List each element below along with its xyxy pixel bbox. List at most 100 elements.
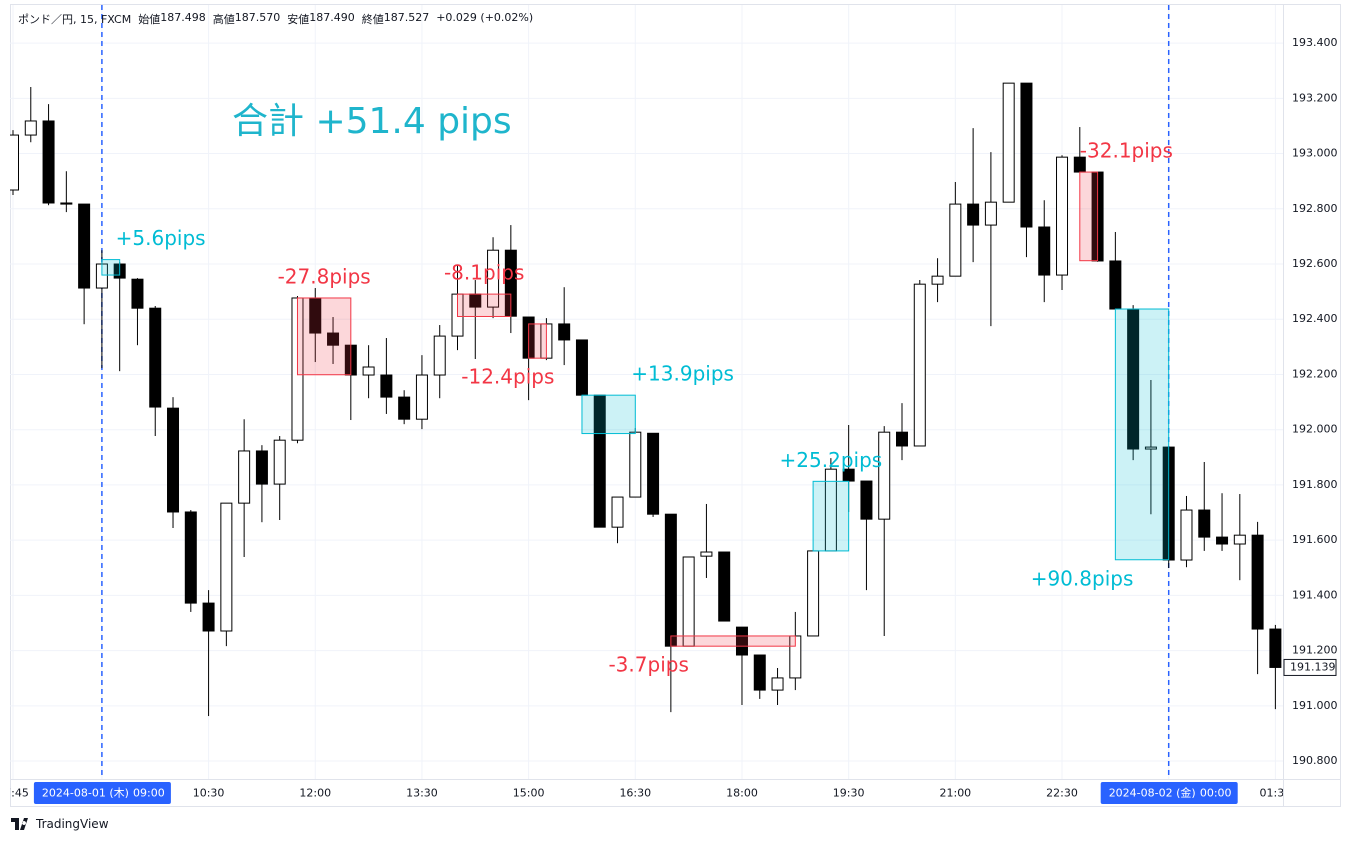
session-label-box bbox=[1100, 782, 1238, 804]
y-tick-label: 193.000 bbox=[1292, 147, 1338, 160]
candle-body bbox=[860, 480, 873, 520]
candle-body bbox=[700, 551, 713, 557]
y-tick-label: 191.000 bbox=[1292, 699, 1338, 712]
candle-body bbox=[238, 450, 251, 504]
trade-box bbox=[581, 394, 636, 435]
candle-body bbox=[718, 551, 731, 622]
y-tick-label: 192.800 bbox=[1292, 202, 1338, 215]
candle-body bbox=[931, 275, 944, 285]
trade-label: +13.9pips bbox=[631, 362, 734, 386]
symbol: ポンド／円, 15, FXCM bbox=[18, 13, 132, 26]
candle-body bbox=[878, 431, 891, 520]
stat: 始値 187.498 bbox=[138, 11, 206, 27]
header: ポンド／円, 15, FXCM 始値 187.498 高値 187.570 安値 18… bbox=[18, 11, 533, 27]
x-tick-label: 19:30 bbox=[833, 787, 865, 800]
candle-body bbox=[682, 556, 695, 647]
trade-label: -3.7pips bbox=[608, 653, 688, 677]
stat: 終値 187.527 bbox=[362, 11, 430, 27]
trade-label: -27.8pips bbox=[278, 264, 371, 288]
change: +0.029 (+0.02%) bbox=[436, 11, 534, 24]
candle-body bbox=[433, 335, 446, 376]
y-tick-label: 191.600 bbox=[1292, 533, 1338, 546]
chart-title: 合計 +51.4 pips bbox=[232, 101, 512, 142]
trade-label: -32.1pips bbox=[1080, 139, 1173, 163]
candle-body bbox=[415, 374, 428, 420]
candle-body bbox=[1233, 534, 1246, 545]
x-tick-label: 16:30 bbox=[619, 787, 651, 800]
x-tick-label: 13:30 bbox=[406, 787, 438, 800]
trade-box bbox=[670, 635, 796, 647]
last-price-label: 191.139 bbox=[1290, 660, 1336, 673]
last-price-box bbox=[1283, 658, 1337, 676]
x-tick-label: 12:00 bbox=[299, 787, 331, 800]
x-tick-label: 01:30 bbox=[1260, 787, 1292, 800]
trade-box bbox=[812, 480, 850, 552]
candles bbox=[10, 82, 1282, 717]
x-tick-label: 22:30 bbox=[1046, 787, 1078, 800]
candle-body bbox=[255, 450, 268, 485]
candle-body bbox=[629, 431, 642, 498]
candle-body bbox=[735, 626, 748, 656]
stat-value: 187.498 bbox=[160, 11, 206, 24]
candle-body bbox=[1020, 82, 1033, 228]
candle-body bbox=[984, 201, 997, 226]
x-tick-label: 21:00 bbox=[939, 787, 971, 800]
y-tick-label: 191.400 bbox=[1292, 588, 1338, 601]
candle-body bbox=[1198, 509, 1211, 538]
candle-body bbox=[949, 203, 962, 277]
y-tick-label: 190.800 bbox=[1292, 754, 1338, 767]
candle-body bbox=[1269, 628, 1282, 668]
candle-body bbox=[24, 120, 37, 136]
trade-label: +25.2pips bbox=[780, 448, 883, 472]
x-tick-label: 09:00 bbox=[133, 787, 165, 800]
candle-body bbox=[1002, 82, 1015, 203]
stat-label: 始値 bbox=[138, 13, 161, 26]
session-label-box bbox=[33, 782, 171, 804]
candle-body bbox=[1144, 446, 1157, 450]
y-tick-label: 193.400 bbox=[1292, 36, 1338, 49]
trade-box bbox=[1114, 308, 1170, 561]
x-tick-label: 07:45 bbox=[0, 787, 29, 800]
stat-label: 高値 bbox=[212, 13, 235, 26]
candle-body bbox=[575, 339, 588, 396]
candle-body bbox=[807, 550, 820, 637]
session-date: 2024-08-02 (金) bbox=[1109, 786, 1196, 800]
footer: TradingView bbox=[11, 817, 109, 831]
y-tick-label: 191.800 bbox=[1292, 478, 1338, 491]
candle-body bbox=[664, 513, 677, 647]
candle-body bbox=[149, 307, 162, 408]
candle-body bbox=[1056, 156, 1069, 276]
trade-box bbox=[528, 323, 547, 359]
price-axis: 190.800 191.000 191.200 191.400 191.600 191.8… bbox=[1283, 36, 1338, 767]
candle-body bbox=[273, 439, 286, 485]
y-tick-label: 191.200 bbox=[1292, 644, 1338, 657]
candle-body bbox=[913, 283, 926, 447]
candle-body bbox=[611, 496, 624, 528]
x-tick-label: 15:00 bbox=[513, 787, 545, 800]
trade-label: -8.1pips bbox=[444, 261, 524, 285]
stat: 安値 187.490 bbox=[287, 11, 355, 27]
chart-frame bbox=[10, 4, 1341, 807]
candle-body bbox=[771, 677, 784, 691]
candle-body bbox=[78, 203, 91, 289]
candle-body bbox=[167, 407, 180, 513]
candle-body bbox=[967, 203, 980, 226]
trade-box bbox=[1079, 171, 1099, 262]
candle-body bbox=[184, 511, 197, 604]
brand-logo bbox=[11, 818, 28, 830]
candle-body bbox=[10, 134, 19, 191]
candle-body bbox=[362, 366, 375, 376]
brand: TradingView bbox=[36, 817, 109, 831]
candle-body bbox=[220, 502, 233, 632]
candle-body bbox=[753, 654, 766, 691]
y-tick-label: 192.400 bbox=[1292, 312, 1338, 325]
candle-body bbox=[380, 374, 393, 398]
session-date: 2024-08-01 (木) bbox=[42, 787, 129, 800]
candle-body bbox=[131, 278, 144, 309]
candle-body bbox=[1109, 260, 1122, 310]
trade-label: -12.4pips bbox=[461, 365, 554, 389]
stat-label: 終値 bbox=[361, 13, 384, 26]
x-tick-label: 18:00 bbox=[726, 787, 758, 800]
